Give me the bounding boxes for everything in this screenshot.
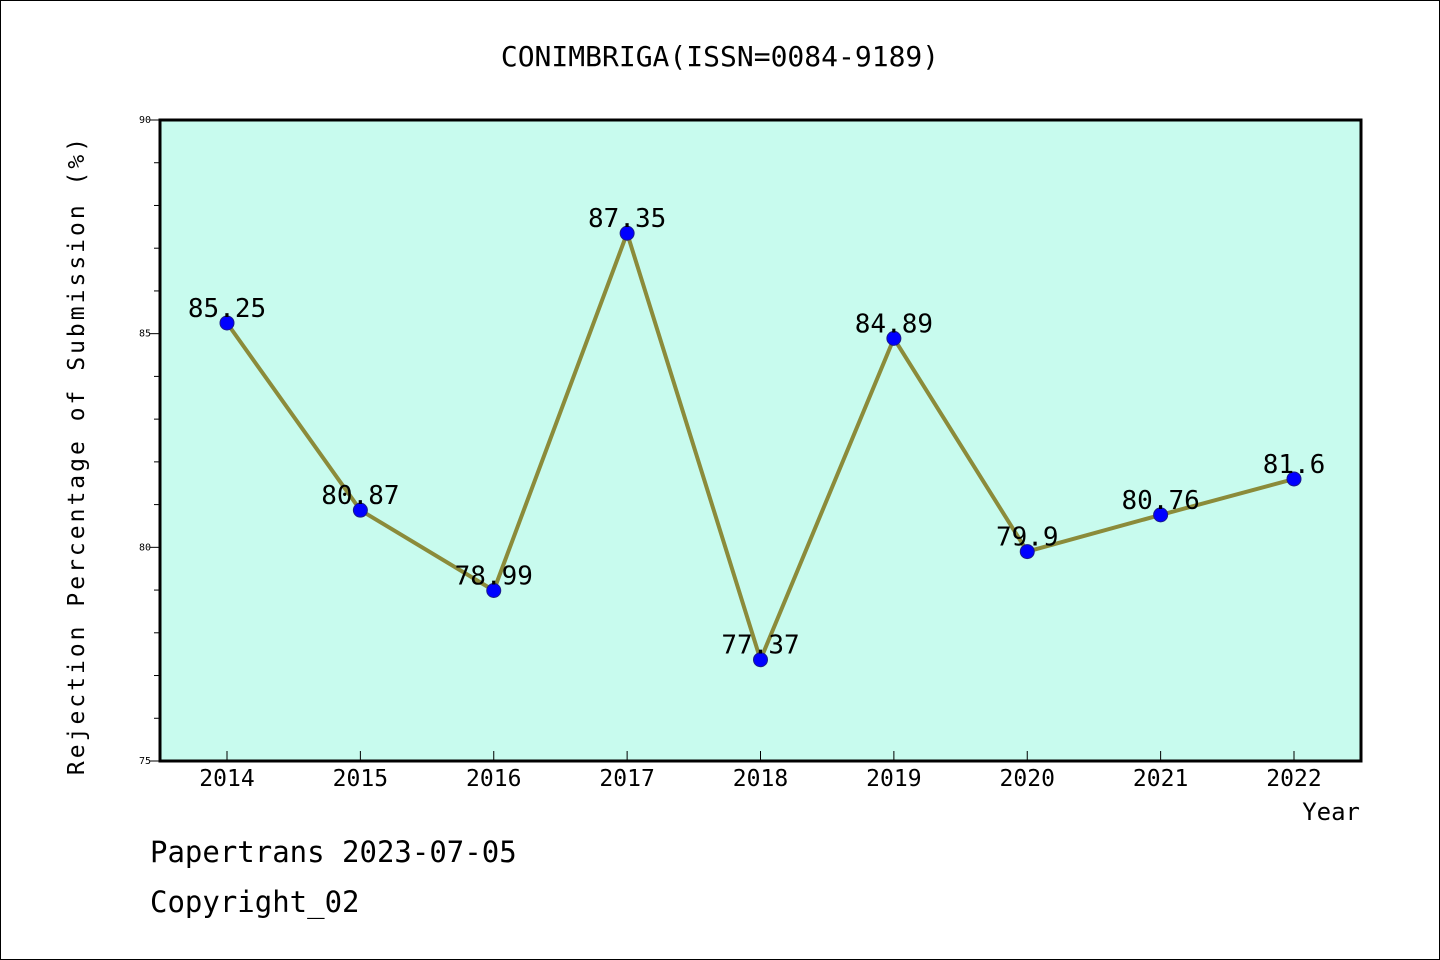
x-tick-label: 2022 <box>1266 766 1321 792</box>
data-label: 79.9 <box>996 523 1059 553</box>
copyright-text: Copyright_02 <box>150 885 360 919</box>
data-point-marker <box>486 582 502 598</box>
data-point-marker <box>1019 544 1035 560</box>
data-point-marker <box>1153 507 1169 523</box>
data-label: 80.76 <box>1121 486 1199 516</box>
x-tick-label: 2020 <box>1000 766 1055 792</box>
data-label: 85.25 <box>188 294 266 324</box>
data-label: 77.37 <box>721 631 799 661</box>
x-tick-label: 2016 <box>466 766 521 792</box>
data-label: 80.87 <box>321 481 399 511</box>
source-date-text: Papertrans 2023-07-05 <box>150 835 517 869</box>
y-axis-ticks: 75 80 85 90 <box>139 115 160 767</box>
data-point-marker <box>352 502 368 518</box>
data-point-marker <box>1286 471 1302 487</box>
data-label: 87.35 <box>588 204 666 234</box>
data-point-marker <box>219 315 235 331</box>
x-tick-label: 2014 <box>199 766 254 792</box>
y-tick-label: 85 <box>139 329 151 340</box>
plot-border <box>158 118 1363 763</box>
data-point-marker <box>886 330 902 346</box>
data-label: 81.6 <box>1263 450 1326 480</box>
chart-title: CONIMBRIGA(ISSN=0084-9189) <box>501 40 939 73</box>
x-tick-label: 2017 <box>599 766 654 792</box>
x-tick-label: 2019 <box>866 766 921 792</box>
data-markers <box>219 225 1302 668</box>
x-tick-label: 2015 <box>333 766 388 792</box>
y-axis-label: Rejection Percentage of Submission (%) <box>64 135 90 775</box>
y-tick-label: 90 <box>139 115 151 126</box>
y-tick-label: 80 <box>139 542 151 553</box>
x-axis-ticks: 2014 2015 2016 2017 2018 2019 2020 2021 2022 <box>199 751 1322 792</box>
x-tick-label: 2021 <box>1133 766 1188 792</box>
data-label: 78.99 <box>455 561 533 591</box>
x-axis-label: Year <box>1302 798 1360 826</box>
x-tick-label: 2018 <box>733 766 788 792</box>
data-point-marker <box>753 652 768 668</box>
data-labels: 85.25 80.87 78.99 87.35 77.37 84.89 79.9 80.76 8… <box>188 204 1325 660</box>
data-point-marker <box>619 225 635 241</box>
data-label: 84.89 <box>855 309 933 339</box>
y-tick-label: 75 <box>139 756 151 767</box>
